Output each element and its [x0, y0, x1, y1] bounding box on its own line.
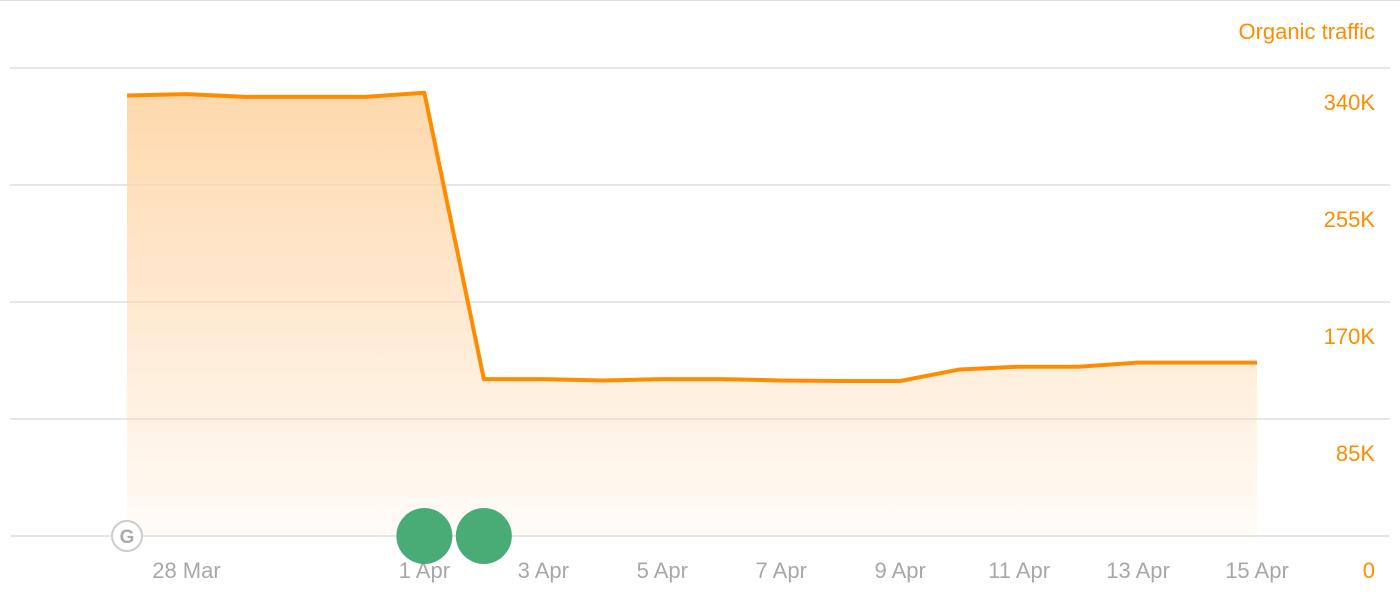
- google-update-label: G: [120, 527, 135, 548]
- x-tick-label: 15 Apr: [1225, 558, 1289, 583]
- x-tick-label: 9 Apr: [874, 558, 925, 583]
- y-tick-label: 0: [1363, 558, 1375, 583]
- event-marker: [455, 508, 512, 564]
- series-line: [126, 90, 1257, 384]
- y-tick-label: 85K: [1336, 441, 1375, 466]
- y-axis-title: Organic traffic: [1238, 19, 1375, 44]
- y-tick-label: 255K: [1324, 207, 1376, 232]
- area-fill: [127, 92, 1257, 536]
- y-tick-label: 170K: [1324, 324, 1376, 349]
- x-tick-label: 3 Apr: [518, 558, 569, 583]
- x-tick-label: 7 Apr: [756, 558, 807, 583]
- x-tick-label: 13 Apr: [1106, 558, 1170, 583]
- x-tick-label: 28 Mar: [152, 558, 220, 583]
- y-tick-label: 340K: [1324, 90, 1376, 115]
- google-update-icon: [111, 520, 143, 552]
- event-marker: [396, 508, 453, 564]
- x-tick-label: 5 Apr: [637, 558, 688, 583]
- x-tick-label: 11 Apr: [988, 558, 1050, 583]
